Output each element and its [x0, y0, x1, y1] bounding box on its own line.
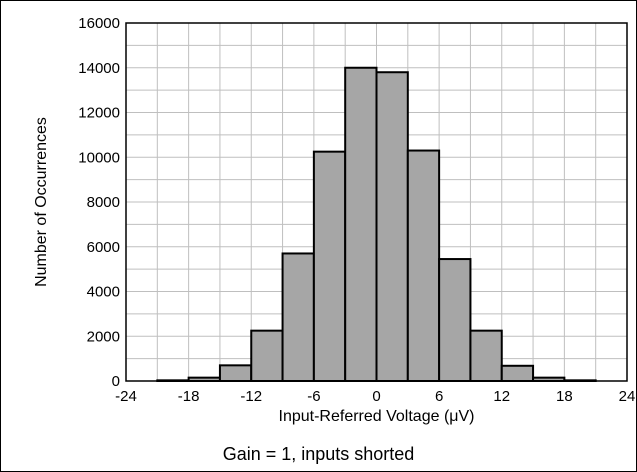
histogram-bar	[218, 364, 253, 382]
y-tick-label: 14000	[78, 60, 120, 77]
y-tick-label: 4000	[87, 284, 120, 301]
x-axis-title: Input-Referred Voltage (μV)	[279, 408, 475, 425]
x-tick-label: -18	[178, 388, 200, 405]
plot-border	[125, 22, 628, 382]
y-tick-label: 10000	[78, 149, 120, 166]
histogram-bar	[469, 329, 503, 382]
y-tick-label: 2000	[87, 328, 120, 345]
x-tick-label: 24	[619, 388, 636, 405]
histogram-bar	[312, 150, 347, 382]
y-tick-label: 12000	[78, 105, 120, 122]
x-tick-label: 6	[435, 388, 443, 405]
y-tick-label: 0	[112, 373, 120, 390]
y-axis-title: Number of Occurrences	[33, 117, 50, 287]
histogram-bar	[250, 329, 284, 382]
y-tick-label: 16000	[78, 15, 120, 32]
histogram-bar	[281, 252, 315, 382]
histogram-bar	[344, 66, 378, 382]
histogram-bar	[438, 258, 472, 382]
y-tick-label: 8000	[87, 194, 120, 211]
x-tick-label: -6	[307, 388, 320, 405]
x-tick-label: 18	[556, 388, 573, 405]
x-tick-label: 12	[493, 388, 510, 405]
x-tick-label: 0	[372, 388, 380, 405]
x-tick-label: -12	[240, 388, 262, 405]
y-tick-label: 6000	[87, 239, 120, 256]
y-tick-labels: 0 2000 4000 6000 8000 10000 12000 14000 16000	[78, 15, 120, 390]
chart-caption: Gain = 1, inputs shorted	[222, 444, 415, 464]
histogram-chart: -24 -18 -12 -6 0 6 12 18 24 0 2000 4000 6000 8000 100…	[33, 15, 635, 425]
x-tick-labels: -24 -18 -12 -6 0 6 12 18 24	[115, 388, 635, 405]
histogram-bar	[500, 364, 535, 383]
histogram-bar	[375, 71, 409, 382]
bars-layer	[156, 66, 597, 383]
histogram-bar	[406, 149, 441, 382]
x-tick-label: -24	[115, 388, 137, 405]
